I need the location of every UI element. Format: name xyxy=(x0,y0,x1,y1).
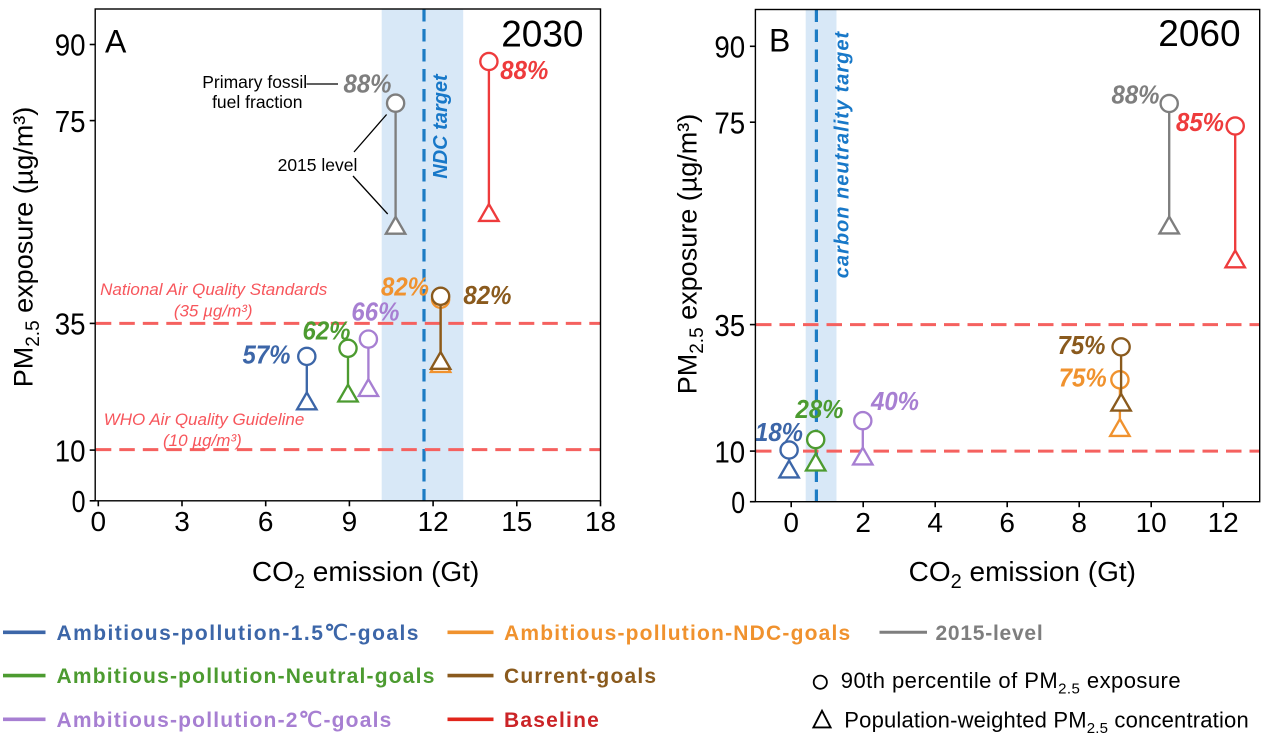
svg-text:35: 35 xyxy=(714,308,745,343)
svg-text:15: 15 xyxy=(501,506,532,537)
svg-text:28%: 28% xyxy=(795,394,844,424)
svg-text:CO2 emission (Gt): CO2 emission (Gt) xyxy=(252,556,479,593)
svg-text:Ambitious-pollution-1.5℃-goals: Ambitious-pollution-1.5℃-goals xyxy=(57,622,420,645)
svg-text:8: 8 xyxy=(1071,507,1087,538)
svg-text:CO2 emission (Gt): CO2 emission (Gt) xyxy=(909,556,1136,593)
svg-text:12: 12 xyxy=(1208,507,1239,538)
svg-text:3: 3 xyxy=(174,506,190,537)
svg-text:0: 0 xyxy=(731,485,745,520)
svg-text:Ambitious-pollution-NDC-goals: Ambitious-pollution-NDC-goals xyxy=(504,622,851,645)
svg-text:A: A xyxy=(105,24,127,60)
svg-text:Baseline: Baseline xyxy=(504,709,600,732)
svg-text:(35 µg/m³): (35 µg/m³) xyxy=(174,302,253,321)
svg-text:18: 18 xyxy=(585,506,616,537)
svg-text:40%: 40% xyxy=(870,386,919,416)
svg-text:35: 35 xyxy=(55,307,86,342)
svg-text:75: 75 xyxy=(714,105,745,140)
svg-text:0: 0 xyxy=(91,506,107,537)
svg-text:12: 12 xyxy=(418,506,449,537)
svg-text:82%: 82% xyxy=(463,280,511,310)
svg-text:10: 10 xyxy=(714,434,745,469)
svg-text:carbon neutrality target: carbon neutrality target xyxy=(832,30,854,278)
svg-text:9: 9 xyxy=(342,506,358,537)
svg-text:2060: 2060 xyxy=(1158,13,1240,54)
svg-text:6: 6 xyxy=(258,506,274,537)
svg-text:90th percentile of PM2.5 expos: 90th percentile of PM2.5 exposure xyxy=(841,668,1181,698)
svg-text:PM2.5 exposure (µg/m³): PM2.5 exposure (µg/m³) xyxy=(8,107,44,388)
svg-text:4: 4 xyxy=(927,507,943,538)
svg-text:18%: 18% xyxy=(755,417,803,447)
svg-text:Primary fossil: Primary fossil xyxy=(202,72,307,92)
svg-text:2030: 2030 xyxy=(501,14,583,55)
svg-text:0: 0 xyxy=(783,507,799,538)
svg-text:75%: 75% xyxy=(1058,330,1106,360)
svg-text:57%: 57% xyxy=(243,340,291,370)
svg-text:75: 75 xyxy=(55,104,86,139)
svg-text:2015-level: 2015-level xyxy=(936,622,1044,645)
svg-text:fuel fraction: fuel fraction xyxy=(212,92,302,112)
svg-text:(10 µg/m³): (10 µg/m³) xyxy=(163,431,242,450)
svg-text:0: 0 xyxy=(72,484,86,519)
svg-text:66%: 66% xyxy=(351,297,399,327)
svg-text:88%: 88% xyxy=(500,55,548,85)
svg-text:88%: 88% xyxy=(344,69,392,99)
svg-text:6: 6 xyxy=(999,507,1015,538)
svg-text:90: 90 xyxy=(714,29,745,64)
svg-text:2015 level: 2015 level xyxy=(278,155,358,175)
svg-text:Ambitious-pollution-2℃-goals: Ambitious-pollution-2℃-goals xyxy=(57,709,393,732)
svg-text:10: 10 xyxy=(1136,507,1167,538)
svg-text:75%: 75% xyxy=(1059,362,1107,392)
svg-text:82%: 82% xyxy=(381,272,429,302)
svg-text:WHO Air Quality Guideline: WHO Air Quality Guideline xyxy=(104,410,305,429)
svg-text:Population-weighted PM2.5 conc: Population-weighted PM2.5 concentration xyxy=(844,708,1249,738)
svg-text:10: 10 xyxy=(55,433,86,468)
svg-text:NDC target: NDC target xyxy=(430,73,452,179)
svg-text:85%: 85% xyxy=(1176,107,1224,137)
svg-text:62%: 62% xyxy=(303,316,351,346)
svg-text:2: 2 xyxy=(855,507,871,538)
svg-text:Current-goals: Current-goals xyxy=(504,665,657,688)
svg-text:Ambitious-pollution-Neutral-go: Ambitious-pollution-Neutral-goals xyxy=(57,665,436,688)
svg-text:88%: 88% xyxy=(1112,80,1160,110)
svg-text:B: B xyxy=(769,23,790,59)
svg-text:National Air Quality Standards: National Air Quality Standards xyxy=(100,280,328,299)
svg-text:90: 90 xyxy=(55,28,86,63)
